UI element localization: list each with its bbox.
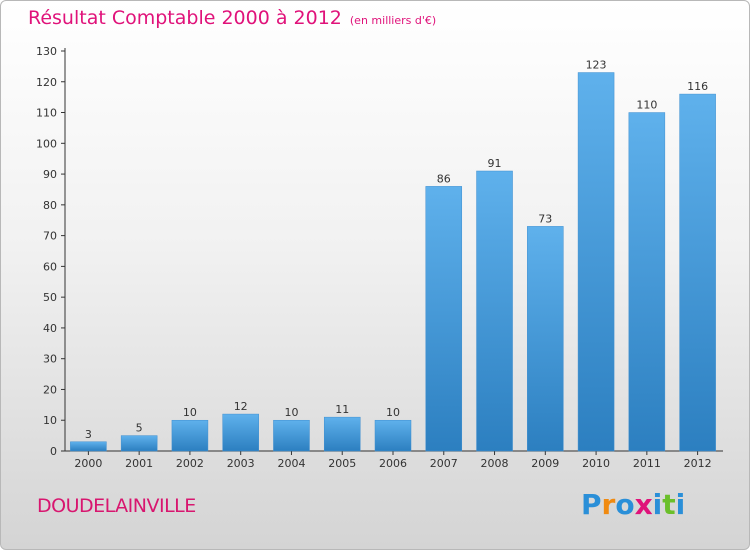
data-label: 91 xyxy=(488,157,502,170)
logo-letter: P xyxy=(581,488,602,521)
bar-2009 xyxy=(527,226,564,452)
data-label: 12 xyxy=(234,400,248,413)
x-tick-label: 2009 xyxy=(531,457,559,470)
bar-2012 xyxy=(679,93,716,452)
y-tick-label: 100 xyxy=(36,137,57,150)
x-tick-label: 2008 xyxy=(481,457,509,470)
x-tick-label: 2006 xyxy=(379,457,407,470)
x-tick-label: 2003 xyxy=(227,457,255,470)
y-tick-label: 60 xyxy=(43,260,57,273)
y-tick-label: 120 xyxy=(36,76,57,89)
y-tick-label: 130 xyxy=(36,45,57,58)
chart-title: Résultat Comptable 2000 à 2012 (en millie… xyxy=(28,7,436,29)
data-label: 73 xyxy=(538,212,552,225)
bar-2005 xyxy=(323,416,361,452)
bar-2001 xyxy=(120,435,158,452)
y-tick-label: 0 xyxy=(50,445,57,458)
x-tick-label: 2007 xyxy=(430,457,458,470)
data-label: 116 xyxy=(687,80,708,93)
data-label: 10 xyxy=(386,406,400,419)
bars xyxy=(70,72,716,452)
x-tick-label: 2002 xyxy=(176,457,204,470)
logo-letter: o xyxy=(615,488,635,521)
bar-2010 xyxy=(577,72,615,452)
x-tick-label: 2011 xyxy=(633,457,661,470)
bar-2007 xyxy=(425,186,463,452)
y-tick-label: 90 xyxy=(43,168,57,181)
bar-2002 xyxy=(171,419,209,452)
logo-letter: i xyxy=(675,488,686,521)
data-label: 86 xyxy=(437,172,451,185)
y-tick-label: 10 xyxy=(43,414,57,427)
x-tick-label: 2010 xyxy=(582,457,610,470)
y-tick-label: 30 xyxy=(43,353,57,366)
x-tick-label: 2005 xyxy=(328,457,356,470)
chart-subtitle: (en milliers d'€) xyxy=(349,14,437,27)
x-tick-label: 2001 xyxy=(125,457,153,470)
x-tick-label: 2004 xyxy=(277,457,305,470)
axes: 0 10 20 30 40 50 60 70 80 90 100 110 120 130 2000 2001 2… xyxy=(36,45,723,470)
bar-2000 xyxy=(70,441,107,452)
y-tick-label: 70 xyxy=(43,230,57,243)
bar-2006 xyxy=(374,419,412,452)
logo-letter: x xyxy=(634,488,653,521)
town-name: DOUDELAINVILLE xyxy=(37,495,196,517)
data-label: 10 xyxy=(183,406,197,419)
y-tick-label: 80 xyxy=(43,199,57,212)
bar-2008 xyxy=(476,170,513,452)
data-label: 11 xyxy=(335,403,349,416)
proxiti-logo: Proxiti xyxy=(581,488,685,521)
x-tick-label: 2000 xyxy=(74,457,102,470)
data-label: 123 xyxy=(586,59,607,72)
bar-2011 xyxy=(628,112,666,452)
x-tick-label: 2012 xyxy=(684,457,712,470)
data-label: 3 xyxy=(85,428,92,441)
y-tick-label: 20 xyxy=(43,383,57,396)
logo-letter: r xyxy=(601,488,616,521)
bar-2004 xyxy=(273,419,310,452)
bar-2003 xyxy=(222,413,259,452)
data-label: 5 xyxy=(136,422,143,435)
y-tick-label: 50 xyxy=(43,291,57,304)
chart-title-text: Résultat Comptable 2000 à 2012 xyxy=(28,7,342,29)
logo-letter: i xyxy=(652,488,663,521)
y-tick-label: 40 xyxy=(43,322,57,335)
logo-letter: t xyxy=(662,488,676,521)
y-tick-label: 110 xyxy=(36,107,57,120)
data-label: 110 xyxy=(636,99,657,112)
data-label: 10 xyxy=(284,406,298,419)
data-labels: 3 5 10 12 10 11 10 86 91 73 123 110 116 xyxy=(85,59,708,441)
